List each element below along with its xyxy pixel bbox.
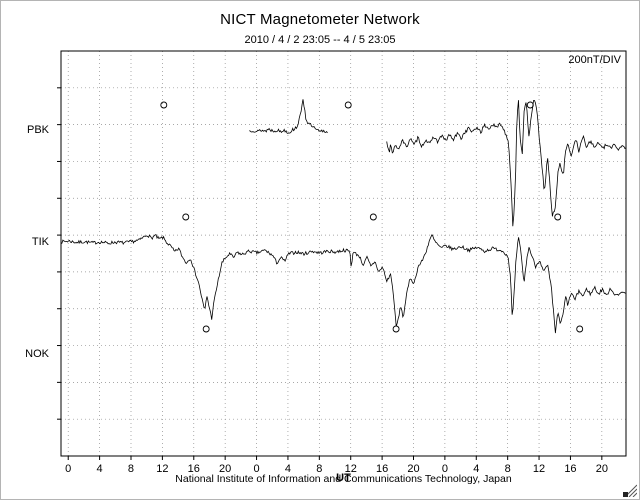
midnight-marker-tik	[554, 213, 562, 221]
midnight-marker-nok	[576, 325, 584, 333]
midnight-marker-nok	[392, 325, 400, 333]
x-tick-label: 8	[316, 463, 322, 475]
trace-pbk	[249, 99, 328, 134]
x-tick-label: 12	[533, 463, 545, 475]
x-tick-label: 0	[65, 463, 71, 475]
station-label-tik: TIK	[32, 236, 50, 248]
midnight-marker-tik	[182, 213, 190, 221]
x-tick-label: 4	[285, 463, 291, 475]
midnight-marker-pbk	[160, 101, 168, 109]
resize-grip[interactable]	[623, 483, 637, 497]
trace-pbk	[386, 99, 627, 227]
scale-per-division-label: 200nT/DIV	[568, 54, 621, 66]
x-tick-label: 16	[188, 463, 200, 475]
x-tick-label: 4	[97, 463, 103, 475]
x-tick-label: 8	[128, 463, 134, 475]
midnight-marker-pbk	[526, 101, 534, 109]
institute-footer-text: National Institute of Information and Co…	[175, 473, 512, 485]
plot-frame	[60, 50, 627, 457]
page-title: NICT Magnetometer Network	[220, 11, 420, 28]
x-tick-label: 0	[442, 463, 448, 475]
midnight-marker-nok	[202, 325, 210, 333]
x-tick-label: 16	[376, 463, 388, 475]
x-tick-label: 8	[505, 463, 511, 475]
time-range-subtitle: 2010 / 4 / 2 23:05 -- 4 / 5 23:05	[244, 34, 396, 46]
x-tick-label: 20	[219, 463, 231, 475]
x-tick-label: 20	[596, 463, 608, 475]
x-tick-label: 12	[345, 463, 357, 475]
x-tick-label: 0	[253, 463, 259, 475]
midnight-marker-tik	[369, 213, 377, 221]
x-tick-label: 16	[564, 463, 576, 475]
station-label-nok: NOK	[25, 348, 50, 360]
midnight-marker-pbk	[344, 101, 352, 109]
x-tick-label: 12	[156, 463, 168, 475]
x-tick-label: 4	[473, 463, 479, 475]
trace-tik	[60, 233, 626, 334]
x-tick-label: 20	[407, 463, 419, 475]
x-axis-unit-label: UT	[336, 472, 351, 484]
station-label-pbk: PBK	[27, 124, 50, 136]
